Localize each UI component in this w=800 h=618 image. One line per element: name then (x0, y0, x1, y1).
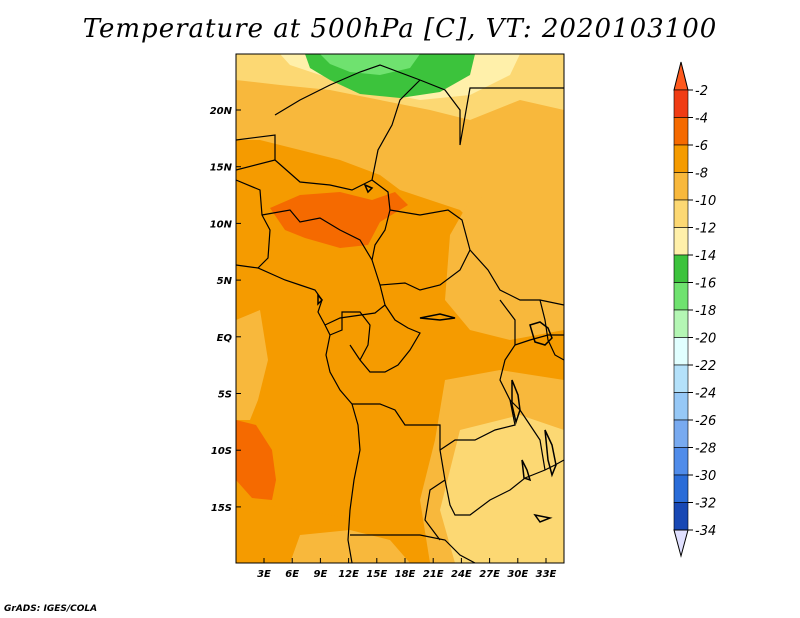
border-line (352, 403, 564, 516)
colorbar-segment (673, 447, 689, 476)
border-line (379, 249, 471, 291)
colorbar-label: -14 (695, 249, 716, 264)
lon-tick-label: 9E (314, 569, 328, 580)
colorbar-segment (673, 364, 689, 393)
colorbar-label: -20 (695, 332, 716, 347)
lat-tick-label: 10S (211, 446, 232, 457)
lake (521, 459, 532, 482)
lakes (317, 183, 557, 523)
border-line (329, 311, 371, 361)
colorbar-label: -28 (695, 442, 716, 457)
country-borders (236, 64, 564, 563)
colorbar-label: -12 (695, 222, 716, 237)
colorbar-label: -16 (695, 277, 716, 292)
lat-tick-label: 20N (210, 106, 233, 117)
lon-tick-label: 24E (451, 569, 472, 580)
field-dark-north (270, 192, 408, 248)
lon-tick-label: 33E (536, 569, 557, 580)
colorbar-segment (673, 392, 689, 421)
colorbar-segment (673, 474, 689, 503)
colorbar-label: -10 (695, 194, 716, 209)
lake (533, 513, 553, 523)
colorbar-label: -24 (695, 387, 716, 402)
border-line (236, 264, 361, 563)
lake (529, 321, 553, 346)
colorbar-label: -22 (695, 359, 716, 374)
field-green-light (320, 54, 420, 75)
lon-tick-label: 12E (338, 569, 359, 580)
colorbar-label: -6 (695, 139, 708, 154)
lon-tick-label: 18E (395, 569, 416, 580)
lon-tick-label: 3E (257, 569, 271, 580)
lat-tick-label: EQ (217, 333, 233, 344)
lake (544, 429, 557, 478)
colorbar-segment (673, 254, 689, 283)
border-line (236, 134, 276, 171)
lake (511, 379, 521, 425)
map-frame (235, 53, 565, 564)
colorbar-label: -2 (695, 84, 708, 99)
colorbar-segment (673, 144, 689, 173)
lat-tick-label: 15S (211, 503, 232, 514)
colorbar-label: -18 (695, 304, 716, 319)
colorbar-label: -30 (695, 469, 716, 484)
lon-tick-label: 6E (285, 569, 299, 580)
border-line (371, 179, 391, 261)
lon-tick-label: 15E (366, 569, 387, 580)
colorbar-segment (673, 309, 689, 338)
field-south-light (290, 530, 410, 563)
colorbar-segment (673, 337, 689, 366)
colorbar-segment (673, 117, 689, 146)
colorbar-segment (673, 419, 689, 448)
lake (419, 313, 456, 321)
border-line (261, 209, 386, 326)
colorbar-label: -4 (695, 112, 708, 127)
colorbar-label: -34 (695, 524, 716, 539)
colorbar-segment (673, 282, 689, 311)
border-line (274, 64, 564, 146)
lake (363, 183, 374, 194)
lat-tick-label: 5N (217, 276, 233, 287)
border-line (389, 209, 564, 306)
colorbar-label: -8 (695, 167, 708, 182)
map-axes: 3E 6E 9E 12E 15E 18E 21E 24E 27E 30E 33E 20N 15N 10N 5… (210, 106, 557, 580)
lake (317, 292, 324, 306)
border-line (514, 334, 564, 346)
lat-tick-label: 5S (218, 390, 232, 401)
colorbar-label: -32 (695, 497, 716, 512)
colorbar-top-arrow (673, 61, 689, 91)
border-line (424, 479, 446, 541)
lat-tick-label: 10N (210, 219, 233, 230)
lat-tick-label: 15N (210, 163, 233, 174)
colorbar-segment (673, 199, 689, 228)
field-southwest-dark (236, 420, 276, 500)
colorbar-segment (673, 502, 689, 531)
border-line (539, 299, 564, 361)
grads-credit: GrADS: IGES/COLA (4, 604, 98, 614)
colorbar-label: -26 (695, 414, 716, 429)
colorbar-segment (673, 172, 689, 201)
field-west-strip (236, 310, 268, 420)
border-line (349, 304, 421, 373)
lon-tick-label: 30E (507, 569, 528, 580)
border-line (236, 179, 271, 269)
colorbar: -2 -4 -6 -8 -10 -12 -14 -16 -18 -20 -22 -24 -26 -28 -3… (673, 61, 716, 558)
field-southeast-paler (440, 415, 564, 563)
colorbar-segment (673, 227, 689, 256)
lon-tick-label: 27E (479, 569, 500, 580)
field-north-band (236, 54, 564, 300)
lon-tick-label: 21E (423, 569, 444, 580)
map-title: Temperature at 500hPa [C], VT: 202010310… (82, 14, 718, 44)
border-line (509, 399, 546, 471)
colorbar-segment (673, 89, 689, 118)
border-line (350, 534, 476, 563)
colorbar-bottom-arrow (673, 529, 689, 558)
